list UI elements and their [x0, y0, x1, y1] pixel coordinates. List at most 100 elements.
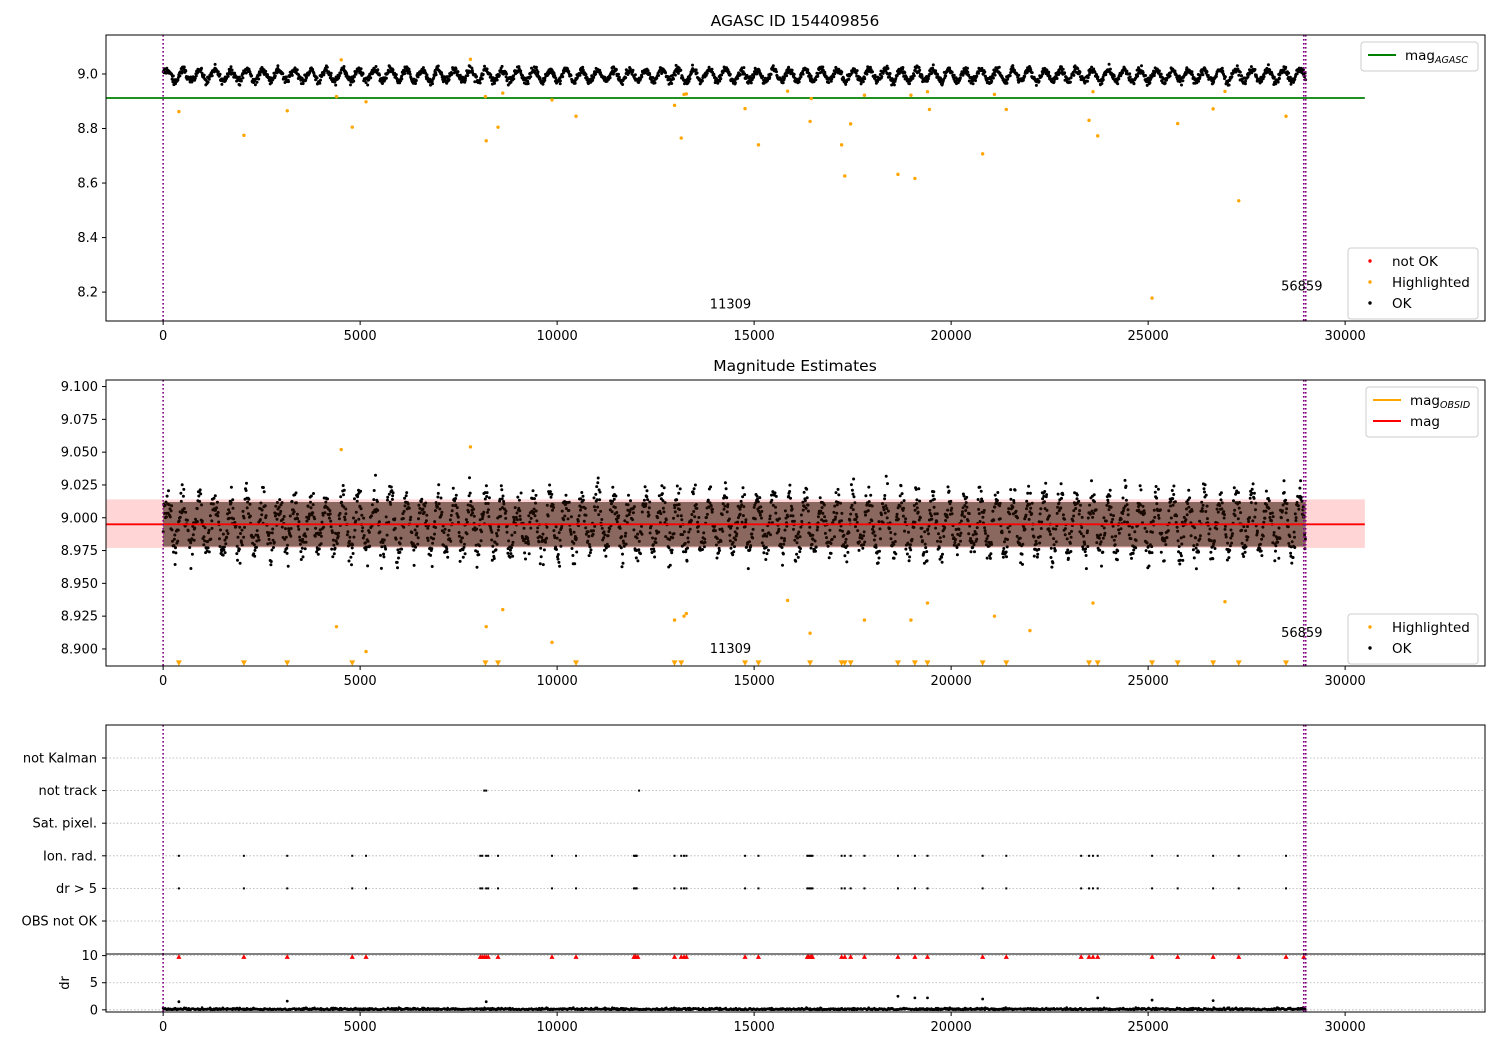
ok-point — [673, 73, 677, 77]
ok-point — [907, 559, 911, 563]
highlighted-point — [285, 109, 289, 113]
ok-point — [660, 492, 664, 496]
ok-point — [305, 76, 308, 80]
ok-point — [1288, 75, 1292, 79]
ok-point — [679, 68, 683, 72]
ok-point — [1114, 551, 1118, 555]
ok-point — [1152, 74, 1156, 78]
ok-point — [534, 493, 538, 497]
x-tick-label: 0 — [159, 329, 167, 344]
ok-point — [495, 78, 499, 82]
ok-point — [821, 65, 825, 69]
ok-point — [788, 483, 792, 487]
ok-point — [1181, 79, 1185, 83]
ok-point — [637, 548, 641, 552]
ok-point — [446, 555, 450, 559]
ok-point — [1159, 550, 1163, 554]
ok-point — [331, 555, 335, 559]
ok-point — [391, 491, 395, 495]
ok-point — [1056, 492, 1060, 496]
ok-point — [490, 558, 494, 562]
ok-point — [898, 494, 902, 498]
ok-point — [554, 76, 558, 80]
ok-point — [485, 67, 489, 71]
ok-point — [396, 548, 400, 552]
ok-point — [1179, 551, 1183, 555]
ok-point — [579, 497, 583, 501]
ok-point — [717, 551, 720, 555]
ok-point — [675, 498, 679, 502]
ok-point — [947, 489, 951, 493]
ok-point — [1013, 488, 1017, 492]
ok-point — [682, 550, 685, 554]
ok-point — [1101, 550, 1105, 554]
highlighted-point — [1087, 118, 1091, 123]
ok-point — [990, 79, 994, 83]
ok-point — [199, 492, 203, 496]
ok-point — [330, 547, 334, 551]
ok-point — [1278, 73, 1282, 77]
ok-point — [430, 565, 434, 568]
ok-point — [743, 72, 747, 76]
ok-point — [771, 64, 775, 68]
highlighted-point — [468, 57, 473, 61]
ok-point — [500, 488, 504, 492]
ok-point — [594, 72, 598, 76]
ok-point — [374, 65, 378, 68]
ok-point — [439, 496, 443, 500]
ok-point — [573, 562, 577, 566]
ok-point — [1066, 556, 1070, 560]
ok-point — [803, 499, 807, 503]
ok-point — [491, 550, 495, 554]
ok-point — [749, 81, 753, 85]
ok-point — [687, 79, 691, 83]
ok-point — [1289, 82, 1293, 86]
ok-point — [836, 487, 840, 491]
ok-point — [1262, 75, 1266, 79]
ok-point — [1086, 76, 1090, 80]
ok-point — [677, 491, 681, 495]
ok-point — [237, 75, 241, 79]
y-tick-label: 8.6 — [77, 177, 98, 192]
ok-point — [672, 77, 675, 81]
ok-point — [517, 498, 521, 502]
ok-point — [1083, 550, 1087, 554]
ok-point — [883, 497, 887, 501]
ok-point — [329, 74, 333, 78]
ok-point — [746, 75, 750, 79]
ok-point — [655, 76, 659, 80]
ok-point — [555, 548, 558, 551]
highlighted-point — [364, 100, 368, 104]
ok-point — [846, 550, 850, 554]
ok-point — [369, 76, 373, 80]
ok-point — [746, 567, 750, 571]
ok-point — [349, 555, 353, 559]
ok-point — [1170, 489, 1174, 492]
ok-point — [207, 77, 211, 81]
ok-point — [905, 552, 909, 556]
ok-point — [190, 552, 194, 556]
ok-point — [908, 555, 912, 559]
ok-point — [1053, 549, 1057, 552]
ok-point — [1235, 64, 1239, 68]
ok-point — [508, 555, 512, 559]
ok-point — [1098, 548, 1102, 552]
ok-point — [1075, 493, 1079, 497]
ok-point — [1154, 485, 1158, 488]
ok-point — [931, 63, 935, 67]
ok-point — [558, 564, 562, 568]
ok-point — [253, 548, 257, 552]
ok-point — [430, 547, 434, 551]
ok-point — [529, 75, 533, 79]
ok-point — [1061, 67, 1065, 71]
ok-point — [492, 557, 496, 560]
highlighted-point — [483, 94, 488, 99]
ok-point — [1045, 68, 1049, 72]
ok-point — [645, 489, 649, 493]
ok-point — [633, 73, 637, 77]
ok-point — [475, 565, 479, 569]
highlighted-point — [1211, 107, 1215, 111]
ok-point — [273, 74, 277, 78]
ok-point — [1172, 484, 1176, 488]
ok-point — [686, 546, 689, 550]
